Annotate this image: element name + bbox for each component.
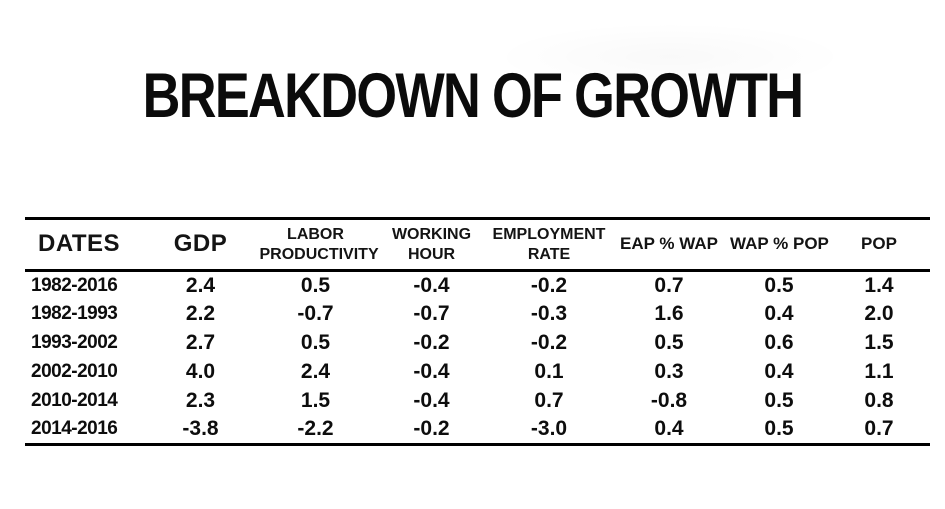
- column-header-eap-wap: EAP % WAP: [608, 219, 730, 271]
- cell-working-hour: -0.4: [413, 360, 450, 383]
- column-header-label: GDP: [173, 230, 228, 258]
- cell-employment-rate: -0.3: [530, 302, 568, 325]
- column-header-wap-pop: WAP % POP: [730, 219, 829, 271]
- cell-labor-productivity: -2.2: [297, 417, 334, 441]
- cell-gdp: 2.7: [185, 331, 216, 354]
- cell-working-hour: -0.7: [413, 302, 450, 325]
- cell-employment-rate: -0.2: [530, 273, 568, 297]
- cell-pop: 1.1: [864, 360, 894, 383]
- cell-dates: 2014-2016: [31, 418, 118, 440]
- cell-working-hour: -0.4: [413, 389, 450, 412]
- column-header-dates: DATES: [25, 219, 143, 271]
- cell-employment-rate: -0.2: [530, 331, 568, 354]
- cell-wap-pop: 0.5: [764, 273, 794, 297]
- cell-gdp: 2.2: [185, 302, 216, 325]
- cell-pop: 0.8: [864, 389, 894, 412]
- column-header-label: DATES: [38, 230, 121, 258]
- cell-employment-rate: 0.7: [534, 389, 564, 412]
- cell-working-hour: -0.2: [413, 331, 450, 354]
- cell-working-hour: -0.4: [413, 273, 450, 297]
- cell-pop: 2.0: [864, 302, 894, 325]
- cell-dates: 1993-2002: [31, 332, 118, 353]
- table-header: DATES GDP LABOR PRODUCTIVITY WORKING HOUR EM…: [25, 219, 930, 271]
- column-header-gdp: GDP: [143, 219, 258, 271]
- cell-gdp: 2.3: [185, 389, 216, 412]
- table-row: 1982-2016 2.4 0.5 -0.4 -0.2 0.7 0.5 1.4: [25, 271, 930, 300]
- column-header-pop: POP: [828, 219, 930, 271]
- cell-pop: 1.5: [864, 331, 894, 354]
- column-header-label: EMPLOYMENT RATE: [492, 226, 606, 263]
- cell-dates: 1982-1993: [31, 303, 118, 324]
- table-row: 2002-2010 4.0 2.4 -0.4 0.1 0.3 0.4 1.1: [25, 358, 930, 387]
- page-title: BREAKDOWN OF GROWTH: [142, 61, 804, 131]
- table-row: 1982-1993 2.2 -0.7 -0.7 -0.3 1.6 0.4 2.0: [25, 300, 930, 329]
- cell-gdp: 2.4: [185, 273, 216, 297]
- column-header-label: EAP % WAP: [620, 234, 718, 254]
- growth-table: DATES GDP LABOR PRODUCTIVITY WORKING HOUR EM…: [25, 217, 930, 446]
- cell-eap-wap: 0.7: [654, 273, 684, 297]
- cell-wap-pop: 0.6: [764, 331, 794, 354]
- cell-employment-rate: -3.0: [530, 417, 568, 441]
- cell-eap-wap: 0.3: [654, 360, 684, 383]
- cell-eap-wap: 0.5: [654, 331, 684, 354]
- table-row: 1993-2002 2.7 0.5 -0.2 -0.2 0.5 0.6 1.5: [25, 329, 930, 358]
- cell-dates: 2010-2014: [31, 390, 118, 411]
- cell-pop: 1.4: [864, 273, 894, 297]
- header-row: DATES GDP LABOR PRODUCTIVITY WORKING HOUR EM…: [25, 219, 930, 271]
- column-header-employment-rate: EMPLOYMENT RATE: [490, 219, 608, 271]
- column-header-label: LABOR PRODUCTIVITY: [259, 226, 379, 263]
- cell-labor-productivity: 0.5: [300, 331, 331, 354]
- table-row: 2014-2016 -3.8 -2.2 -0.2 -3.0 0.4 0.5 0.7: [25, 416, 930, 445]
- cell-eap-wap: 0.4: [654, 417, 684, 441]
- cell-labor-productivity: 1.5: [300, 389, 331, 412]
- cell-pop: 0.7: [864, 417, 894, 441]
- cell-labor-productivity: -0.7: [297, 302, 334, 325]
- cell-eap-wap: -0.8: [650, 389, 688, 412]
- table-body: 1982-2016 2.4 0.5 -0.4 -0.2 0.7 0.5 1.4 1982-199…: [25, 271, 930, 445]
- cell-dates: 1982-2016: [31, 274, 118, 296]
- cell-wap-pop: 0.5: [764, 389, 794, 412]
- cell-wap-pop: 0.5: [764, 417, 794, 441]
- table-row: 2010-2014 2.3 1.5 -0.4 0.7 -0.8 0.5 0.8: [25, 387, 930, 416]
- cell-gdp: -3.8: [182, 417, 219, 441]
- column-header-label: WAP % POP: [730, 234, 829, 254]
- cell-eap-wap: 1.6: [654, 302, 684, 325]
- cell-dates: 2002-2010: [31, 361, 118, 382]
- cell-gdp: 4.0: [185, 360, 216, 383]
- column-header-labor-productivity: LABOR PRODUCTIVITY: [258, 219, 379, 271]
- cell-wap-pop: 0.4: [764, 302, 794, 325]
- cell-labor-productivity: 0.5: [300, 273, 331, 297]
- column-header-label: WORKING HOUR: [391, 226, 472, 263]
- column-header-working-hour: WORKING HOUR: [373, 219, 490, 271]
- cell-employment-rate: 0.1: [534, 360, 564, 383]
- cell-labor-productivity: 2.4: [300, 360, 331, 383]
- cell-working-hour: -0.2: [413, 417, 450, 441]
- column-header-label: POP: [861, 234, 897, 254]
- cell-wap-pop: 0.4: [764, 360, 794, 383]
